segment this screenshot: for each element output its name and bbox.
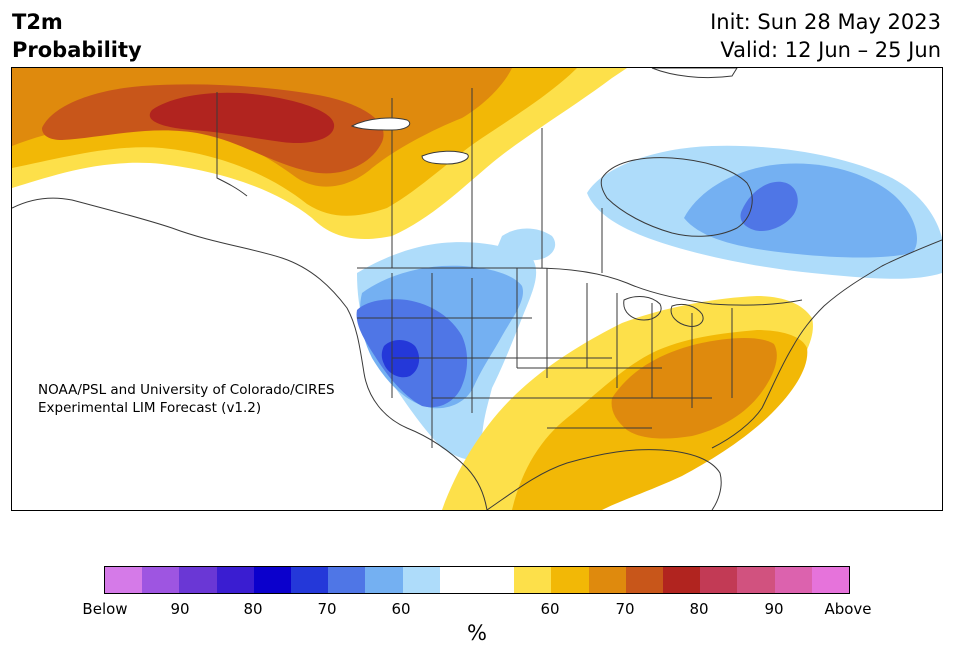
credit-line-model: Experimental LIM Forecast (v1.2) xyxy=(38,400,262,416)
colorbar-tick-label: 90 xyxy=(764,600,784,618)
title-line-variable: T2m xyxy=(12,10,63,34)
colorbar-tick-label: Below xyxy=(82,600,128,618)
state-lines-horizontal xyxy=(357,317,712,429)
map-credit: NOAA/PSL and University of Colorado/CIRE… xyxy=(38,381,335,417)
colorbar-segment xyxy=(700,567,738,593)
colorbar-tick-label: 90 xyxy=(170,600,190,618)
colorbar-segment xyxy=(514,567,552,593)
colorbar-tick-label: 70 xyxy=(615,600,635,618)
colorbar-segment xyxy=(663,567,701,593)
cold-region-ne-65 xyxy=(684,163,917,258)
warm-region-80 xyxy=(149,92,335,144)
cold-region-ne-70 xyxy=(740,181,798,232)
forecast-dates: Init: Sun 28 May 2023 Valid: 12 Jun – 25… xyxy=(710,8,941,64)
valid-range: Valid: 12 Jun – 25 Jun xyxy=(720,38,941,62)
forecast-map xyxy=(11,67,943,511)
colorbar-tick-label: 70 xyxy=(317,600,337,618)
colorbar-segment xyxy=(179,567,217,593)
arctic-islands xyxy=(350,68,738,165)
map-title: T2m Probability xyxy=(12,8,142,64)
colorbar-segment xyxy=(365,567,403,593)
colorbar-tick-label: 80 xyxy=(689,600,709,618)
colorbar-segment xyxy=(774,567,812,593)
credit-line-agency: NOAA/PSL and University of Colorado/CIRE… xyxy=(38,382,335,398)
colorbar-segment xyxy=(142,567,180,593)
hudson-bay xyxy=(600,157,753,237)
colorbar-unit: % xyxy=(467,621,487,645)
border-lines xyxy=(12,88,942,510)
warm-region-se-70 xyxy=(611,338,777,439)
colorbar-segment xyxy=(477,567,515,593)
coastline-west xyxy=(12,197,488,510)
us-canada-border xyxy=(357,267,803,306)
colorbar-segment xyxy=(216,567,254,593)
colorbar-segment xyxy=(253,567,292,593)
coastline-east xyxy=(711,239,942,449)
colorbar-segment xyxy=(439,567,478,593)
colorbar xyxy=(104,566,850,594)
province-lines xyxy=(391,88,603,273)
init-date: Init: Sun 28 May 2023 xyxy=(710,10,941,34)
colorbar-segment xyxy=(625,567,664,593)
colorbar-segment xyxy=(291,567,329,593)
great-lakes xyxy=(623,296,704,327)
colorbar-segment xyxy=(811,567,850,593)
colorbar-tick-label: 80 xyxy=(243,600,263,618)
colorbar-tick-label: Above xyxy=(824,600,872,618)
colorbar-segment xyxy=(328,567,366,593)
alaska-border xyxy=(216,92,248,197)
cold-region-west-75 xyxy=(381,340,420,378)
title-line-quantity: Probability xyxy=(12,38,142,62)
colorbar-segment xyxy=(402,567,440,593)
map-canvas xyxy=(12,68,942,510)
colorbar-segment xyxy=(737,567,775,593)
colorbar-segment xyxy=(551,567,589,593)
colorbar-tick-label: 60 xyxy=(391,600,411,618)
colorbar-tick-label: 60 xyxy=(540,600,560,618)
colorbar-segment xyxy=(105,567,143,593)
colorbar-segment xyxy=(588,567,626,593)
coastline-gulf xyxy=(486,449,722,510)
